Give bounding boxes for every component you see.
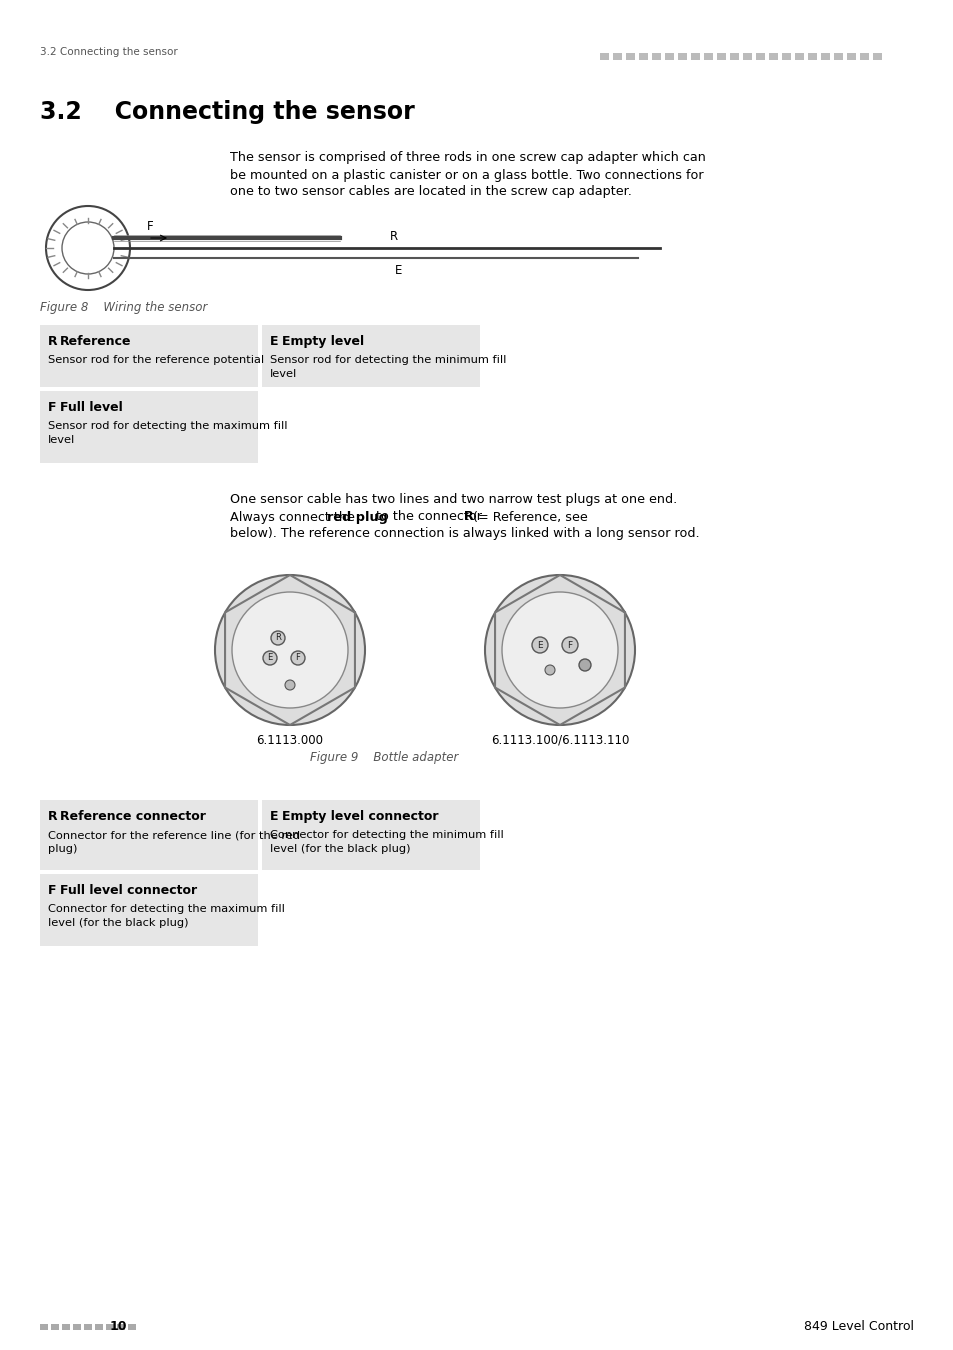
FancyBboxPatch shape	[846, 53, 855, 59]
FancyBboxPatch shape	[262, 325, 479, 387]
Text: Reference: Reference	[60, 335, 132, 348]
Circle shape	[271, 630, 285, 645]
Text: Empty level connector: Empty level connector	[282, 810, 438, 824]
FancyBboxPatch shape	[73, 1324, 81, 1330]
FancyBboxPatch shape	[872, 53, 882, 59]
Circle shape	[501, 593, 618, 707]
Text: Sensor rod for the reference potential: Sensor rod for the reference potential	[48, 355, 264, 364]
Text: Full level: Full level	[60, 401, 123, 414]
FancyBboxPatch shape	[117, 1324, 125, 1330]
Text: E: E	[395, 263, 402, 277]
Text: Full level connector: Full level connector	[60, 884, 197, 896]
Text: 10: 10	[110, 1319, 128, 1332]
Text: level (for the black plug): level (for the black plug)	[48, 918, 189, 927]
Text: Always connect the: Always connect the	[230, 510, 358, 524]
FancyBboxPatch shape	[794, 53, 803, 59]
Text: R: R	[48, 810, 57, 824]
Circle shape	[232, 593, 348, 707]
Text: Connector for detecting the maximum fill: Connector for detecting the maximum fill	[48, 904, 285, 914]
FancyBboxPatch shape	[859, 53, 868, 59]
Text: below). The reference connection is always linked with a long sensor rod.: below). The reference connection is alwa…	[230, 528, 699, 540]
Text: F: F	[147, 220, 153, 232]
FancyBboxPatch shape	[807, 53, 816, 59]
Circle shape	[578, 659, 590, 671]
FancyBboxPatch shape	[690, 53, 700, 59]
Circle shape	[532, 637, 547, 653]
Text: 849 Level Control: 849 Level Control	[803, 1319, 913, 1332]
Text: Sensor rod for detecting the maximum fill: Sensor rod for detecting the maximum fil…	[48, 421, 287, 431]
Text: be mounted on a plastic canister or on a glass bottle. Two connections for: be mounted on a plastic canister or on a…	[230, 169, 703, 181]
Text: 6.1113.100/6.1113.110: 6.1113.100/6.1113.110	[490, 733, 629, 747]
Text: F: F	[295, 653, 300, 663]
Text: E: E	[267, 653, 273, 663]
FancyBboxPatch shape	[755, 53, 764, 59]
Text: (= Reference, see: (= Reference, see	[469, 510, 587, 524]
Text: E: E	[270, 810, 278, 824]
Text: E: E	[270, 335, 278, 348]
Circle shape	[214, 575, 365, 725]
FancyBboxPatch shape	[84, 1324, 91, 1330]
FancyBboxPatch shape	[742, 53, 751, 59]
Text: red plug: red plug	[327, 510, 387, 524]
Text: 6.1113.000: 6.1113.000	[256, 733, 323, 747]
Text: F: F	[48, 401, 56, 414]
Text: to the connector: to the connector	[372, 510, 485, 524]
FancyBboxPatch shape	[639, 53, 647, 59]
Circle shape	[291, 651, 305, 666]
FancyBboxPatch shape	[821, 53, 829, 59]
FancyBboxPatch shape	[717, 53, 725, 59]
Circle shape	[263, 651, 276, 666]
FancyBboxPatch shape	[664, 53, 673, 59]
Text: plug): plug)	[48, 844, 77, 855]
Text: Figure 8    Wiring the sensor: Figure 8 Wiring the sensor	[40, 301, 207, 315]
Circle shape	[544, 666, 555, 675]
FancyBboxPatch shape	[262, 801, 479, 869]
Text: one to two sensor cables are located in the screw cap adapter.: one to two sensor cables are located in …	[230, 185, 631, 198]
Text: level: level	[48, 435, 75, 446]
Text: F: F	[567, 640, 572, 649]
FancyBboxPatch shape	[95, 1324, 103, 1330]
Text: R: R	[390, 230, 397, 243]
Text: R: R	[463, 510, 473, 524]
FancyBboxPatch shape	[40, 1324, 48, 1330]
FancyBboxPatch shape	[62, 1324, 70, 1330]
Text: level (for the black plug): level (for the black plug)	[270, 844, 410, 855]
FancyBboxPatch shape	[40, 325, 257, 387]
FancyBboxPatch shape	[40, 801, 257, 869]
FancyBboxPatch shape	[768, 53, 778, 59]
Text: Empty level: Empty level	[282, 335, 364, 348]
FancyBboxPatch shape	[613, 53, 621, 59]
FancyBboxPatch shape	[106, 1324, 113, 1330]
FancyBboxPatch shape	[781, 53, 790, 59]
FancyBboxPatch shape	[833, 53, 842, 59]
Text: R: R	[274, 633, 280, 643]
FancyBboxPatch shape	[40, 873, 257, 946]
Text: 3.2    Connecting the sensor: 3.2 Connecting the sensor	[40, 100, 415, 124]
FancyBboxPatch shape	[51, 1324, 59, 1330]
Text: R: R	[48, 335, 57, 348]
Text: level: level	[270, 369, 297, 379]
FancyBboxPatch shape	[703, 53, 712, 59]
Circle shape	[484, 575, 635, 725]
Circle shape	[285, 680, 294, 690]
FancyBboxPatch shape	[128, 1324, 136, 1330]
Text: Figure 9    Bottle adapter: Figure 9 Bottle adapter	[310, 752, 457, 764]
Text: Sensor rod for detecting the minimum fill: Sensor rod for detecting the minimum fil…	[270, 355, 506, 364]
Circle shape	[561, 637, 578, 653]
FancyBboxPatch shape	[599, 53, 608, 59]
Text: The sensor is comprised of three rods in one screw cap adapter which can: The sensor is comprised of three rods in…	[230, 151, 705, 165]
Text: Connector for detecting the minimum fill: Connector for detecting the minimum fill	[270, 830, 503, 840]
FancyBboxPatch shape	[40, 392, 257, 463]
FancyBboxPatch shape	[729, 53, 739, 59]
Text: One sensor cable has two lines and two narrow test plugs at one end.: One sensor cable has two lines and two n…	[230, 494, 677, 506]
FancyBboxPatch shape	[625, 53, 635, 59]
Text: F: F	[48, 884, 56, 896]
Text: Connector for the reference line (for the red: Connector for the reference line (for th…	[48, 830, 300, 840]
Text: Reference connector: Reference connector	[60, 810, 206, 824]
Text: E: E	[537, 640, 542, 649]
FancyBboxPatch shape	[678, 53, 686, 59]
Text: 3.2 Connecting the sensor: 3.2 Connecting the sensor	[40, 47, 177, 57]
FancyBboxPatch shape	[651, 53, 660, 59]
